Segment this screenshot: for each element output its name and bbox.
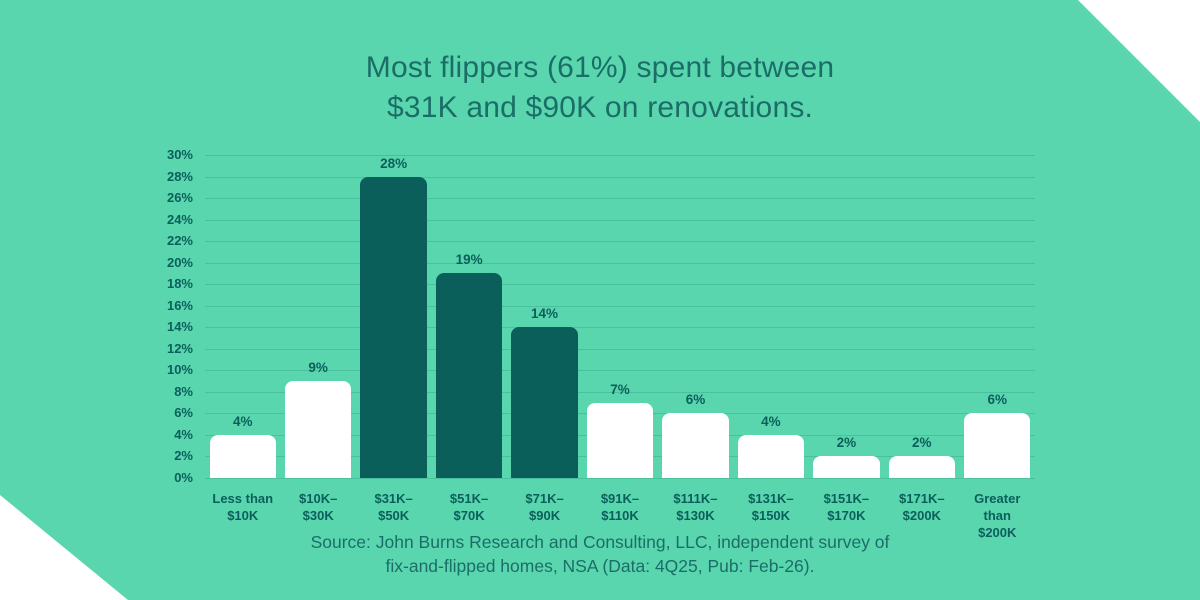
gridline: [205, 198, 1035, 200]
y-tick-label: 0%: [174, 470, 193, 485]
bar-value-label: 28%: [380, 155, 408, 171]
chart-title-line2: $31K and $90K on renovations.: [386, 91, 814, 124]
x-category-label: $131K– $150K: [748, 491, 794, 523]
x-category-label: $31K– $50K: [374, 491, 413, 523]
y-tick-label: 20%: [166, 254, 193, 270]
bar-value-label: 14%: [531, 306, 559, 322]
y-tick-label: 22%: [166, 233, 193, 249]
bar-value-label: 7%: [610, 381, 630, 397]
source-note: Source: John Burns Research and Consulti…: [0, 530, 1200, 578]
x-category-label: $151K– $170K: [823, 491, 870, 523]
y-tick-label: 24%: [166, 211, 193, 227]
bar-value-label: 9%: [308, 360, 328, 376]
gridline: [205, 176, 1035, 178]
bar-slot: 28%: [356, 155, 431, 478]
bar: [586, 402, 654, 478]
bar-slot: 4%: [205, 155, 280, 478]
gridline: [205, 262, 1035, 264]
bar: [209, 434, 276, 478]
bar: [435, 273, 503, 478]
bar-slot: 14%: [507, 155, 582, 478]
bar-slot: 4%: [733, 155, 808, 478]
x-category-label: $111K– $130K: [673, 491, 718, 523]
y-tick-label: 12%: [166, 340, 193, 356]
y-tick-label: 30%: [166, 147, 193, 162]
gridline: [205, 370, 1035, 372]
y-tick-label: 16%: [166, 297, 193, 313]
plot-area: 0% 2% 4% 6% 8% 10% 12% 14% 16% 18% 20% 22% 24% 26% 28%…: [167, 147, 1035, 540]
bar-slot: 19%: [431, 155, 506, 478]
bar: [511, 327, 578, 478]
gridline: [205, 327, 1035, 329]
bar: [284, 381, 352, 478]
bar-slot: 7%: [582, 155, 657, 478]
bar: [888, 456, 956, 478]
x-category-label: $71K– $90K: [525, 491, 564, 523]
bar-series: 4% 9% 28% 19% 14% 7% 6% 4% 2% 2% 6%: [205, 155, 1035, 478]
gridline: [205, 284, 1035, 286]
bar: [737, 434, 805, 478]
gridline: [205, 391, 1035, 393]
gridline: [205, 241, 1035, 243]
source-line1: Source: John Burns Research and Consulti…: [310, 532, 890, 552]
y-tick-label: 10%: [166, 362, 193, 378]
bar: [813, 456, 880, 478]
bar-value-label: 2%: [912, 435, 932, 451]
bar-value-label: 6%: [685, 392, 706, 408]
bar-slot: 9%: [280, 155, 355, 478]
x-category-label: $171K– $200K: [899, 491, 945, 523]
x-category-label: Less than $10K: [212, 491, 274, 523]
x-axis: Less than $10K $10K– $30K $31K– $50K $51K– …: [205, 490, 1035, 541]
chart-title: Most flippers (61%) spent between $31K a…: [0, 48, 1200, 128]
bar: [360, 176, 427, 478]
chart-title-line1: Most flippers (61%) spent between: [365, 51, 835, 84]
bar-slot: 2%: [809, 155, 884, 478]
bar-value-label: 2%: [836, 435, 857, 451]
bar-value-label: 4%: [761, 413, 781, 429]
y-tick-label: 26%: [166, 190, 193, 206]
bar-slot: 6%: [960, 155, 1035, 478]
x-category-label: Greater than $200K: [974, 491, 1021, 540]
gridline: [205, 478, 1035, 479]
y-tick-label: 14%: [166, 319, 193, 335]
bar-slot: 6%: [658, 155, 733, 478]
bar-value-label: 19%: [455, 252, 483, 268]
bar: [662, 413, 729, 478]
y-tick-label: 2%: [174, 448, 193, 464]
y-tick-label: 18%: [166, 276, 193, 292]
bar-value-label: 6%: [987, 392, 1008, 408]
x-category-label: $10K– $30K: [299, 491, 338, 523]
y-tick-label: 4%: [174, 426, 193, 442]
gridline: [205, 305, 1035, 307]
bar-slot: 2%: [884, 155, 959, 478]
gridline: [205, 155, 1035, 156]
source-line2: fix-and-flipped homes, NSA (Data: 4Q25, …: [385, 556, 815, 576]
y-tick-label: 8%: [174, 383, 193, 399]
y-tick-label: 28%: [166, 168, 193, 184]
gridline: [205, 348, 1035, 350]
x-category-label: $51K– $70K: [449, 491, 489, 523]
bar-value-label: 4%: [232, 413, 253, 429]
y-tick-label: 6%: [174, 405, 193, 421]
gridline: [205, 219, 1035, 221]
bar: [964, 413, 1031, 478]
x-category-label: $91K– $110K: [600, 491, 640, 523]
